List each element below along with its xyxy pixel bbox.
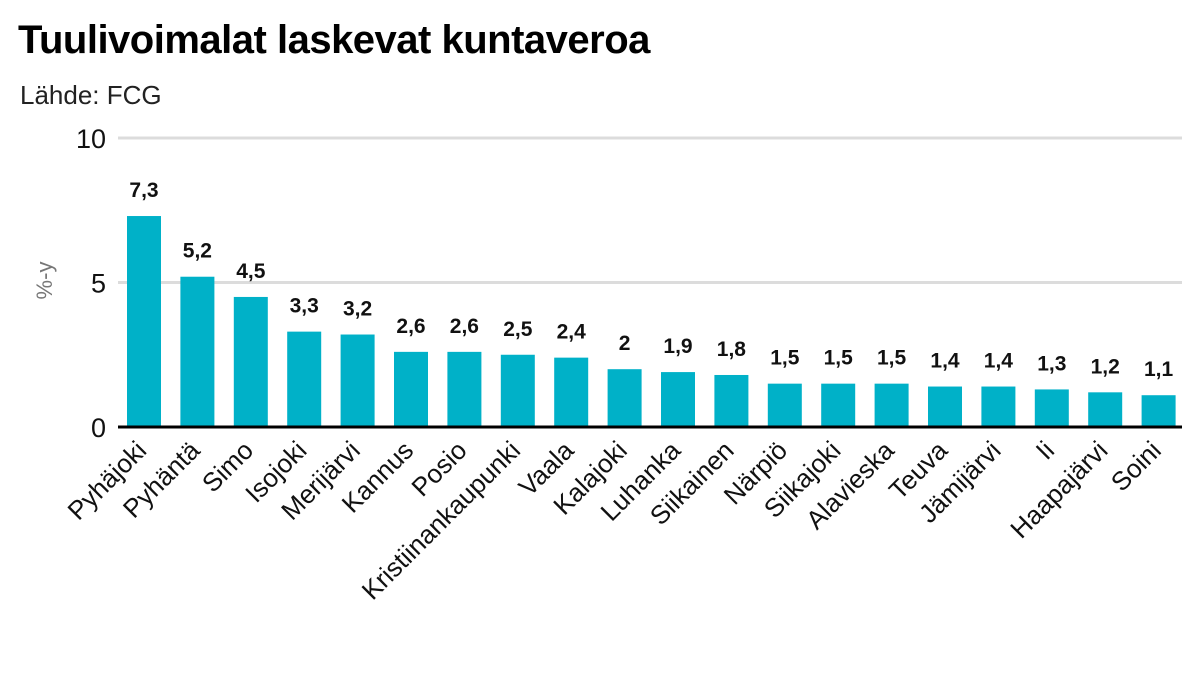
bar: [447, 351, 482, 427]
value-label: 1,2: [1091, 355, 1120, 378]
x-tick-label: Ii: [1030, 435, 1060, 465]
x-tick-label: Haapajärvi: [1004, 435, 1113, 544]
bar: [661, 372, 695, 427]
bar: [821, 383, 856, 427]
value-label: 1,4: [930, 350, 960, 373]
value-label: 3,3: [290, 295, 319, 318]
bar: [340, 334, 375, 427]
value-label: 3,2: [343, 298, 372, 321]
value-label: 2,5: [503, 318, 533, 341]
bar: [1088, 392, 1123, 427]
bar: [287, 331, 322, 427]
value-label: 4,5: [236, 260, 266, 283]
bar: [180, 276, 215, 427]
value-label: 1,8: [717, 338, 747, 361]
bar: [928, 386, 962, 427]
bar: [607, 369, 642, 427]
chart-subtitle: Lähde: FCG: [20, 80, 162, 110]
chart-title: Tuulivoimalat laskevat kuntaveroa: [18, 18, 650, 62]
value-label: 1,3: [1037, 352, 1066, 375]
value-label: 1,5: [824, 347, 854, 370]
bar: [1034, 389, 1069, 427]
y-tick-label: 0: [91, 413, 106, 443]
value-label: 2: [619, 332, 631, 355]
bar: [714, 374, 749, 427]
value-label: 1,1: [1144, 358, 1174, 381]
bar-layer: [127, 216, 1176, 427]
bar: [874, 383, 909, 427]
value-label: 5,2: [183, 240, 212, 263]
bar: [554, 357, 589, 427]
value-label: 1,5: [770, 347, 800, 370]
y-tick-label: 10: [76, 124, 106, 154]
y-tick-label: 5: [91, 269, 106, 299]
bar: [500, 354, 535, 427]
bar: [127, 216, 161, 427]
value-label: 1,5: [877, 347, 907, 370]
grid-layer: [118, 136, 1182, 284]
bar: [981, 386, 1016, 427]
bar: [394, 351, 428, 427]
value-label: 1,9: [663, 335, 692, 358]
value-label: 2,6: [396, 315, 425, 338]
bar: [1141, 395, 1176, 427]
y-axis-label: %-y: [32, 262, 57, 300]
value-label: 1,4: [984, 350, 1014, 373]
value-label: 7,3: [129, 179, 158, 202]
bar: [233, 296, 268, 427]
x-tick-label: Soini: [1105, 435, 1167, 497]
value-label: 2,4: [557, 321, 587, 344]
bar: [767, 383, 802, 427]
value-label: 2,6: [450, 315, 479, 338]
